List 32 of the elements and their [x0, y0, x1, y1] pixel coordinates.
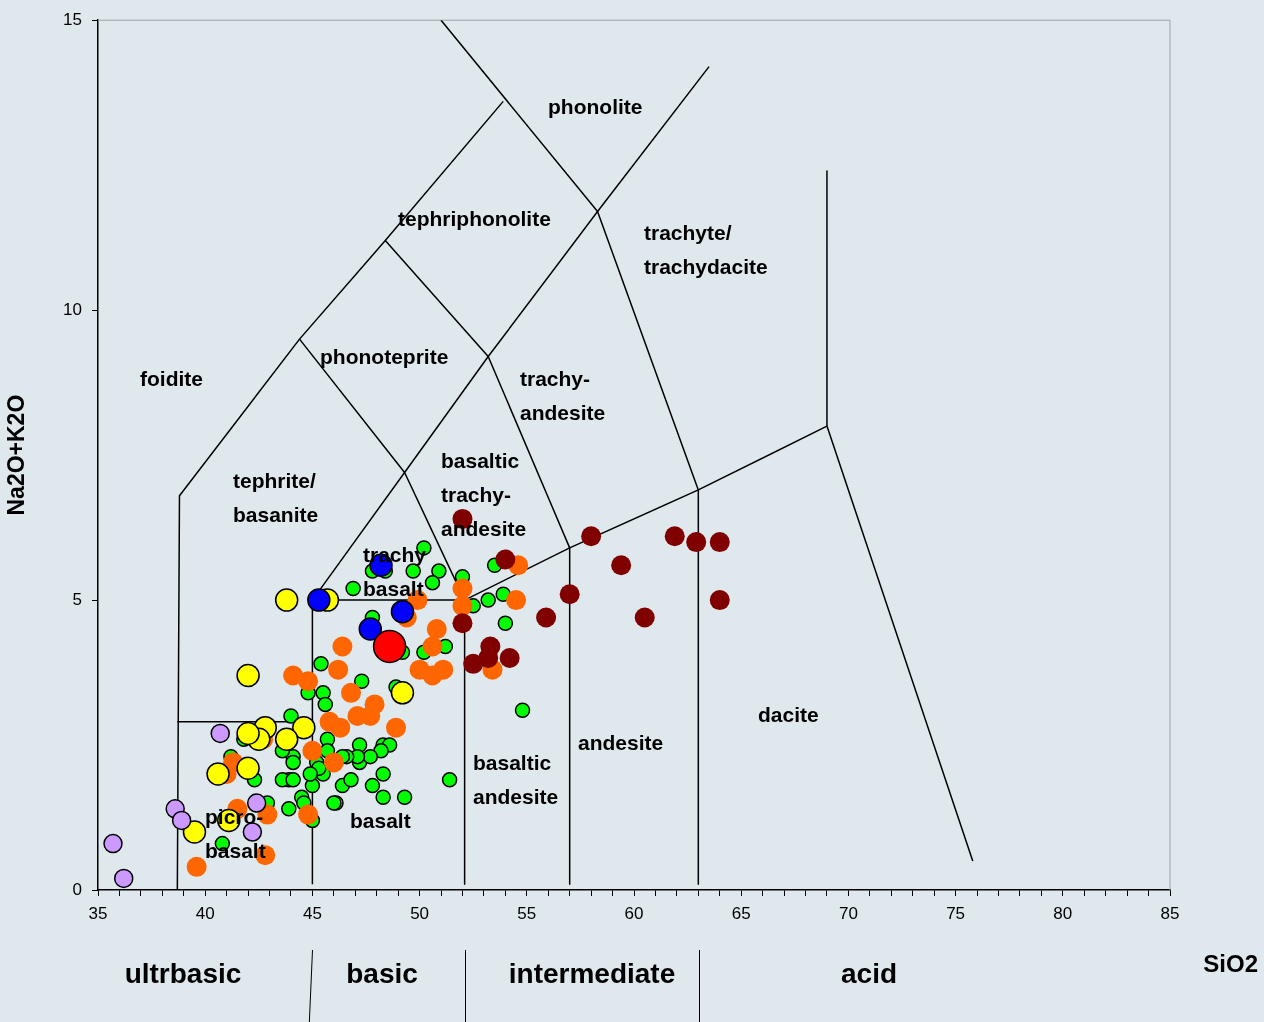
- y-tick-label: 0: [72, 879, 82, 899]
- text: basic: [346, 957, 418, 989]
- text: acid: [840, 957, 898, 989]
- text: ultrbasic: [124, 957, 242, 989]
- annotation: basaltic andesite: [473, 750, 559, 808]
- annotation: phonoteprite: [320, 344, 449, 368]
- y-tick-label: 10: [63, 299, 82, 319]
- annotation: foidite: [140, 366, 203, 390]
- x-axis-title: SiO2: [1203, 949, 1258, 977]
- annotation: phonolite: [548, 94, 643, 118]
- annotation: trachyte/ trachydacite: [644, 220, 768, 278]
- annotation: trachy- andesite: [520, 366, 606, 424]
- x-tick-label: 55: [517, 903, 537, 923]
- x-tick-label: 65: [731, 903, 751, 923]
- text: intermediate: [508, 957, 676, 989]
- x-tick-label: 60: [624, 903, 644, 923]
- annotation: dacite: [758, 702, 819, 726]
- x-tick-label: 80: [1053, 903, 1073, 923]
- x-tick-label: 50: [410, 903, 430, 923]
- x-tick-label: 75: [946, 903, 966, 923]
- y-tick-label: 5: [72, 589, 82, 609]
- x-tick-label: 45: [302, 903, 322, 923]
- annotation: basaltic trachy- andesite: [441, 448, 527, 540]
- y-tick-label: 15: [63, 9, 82, 29]
- y-axis-title: Na2O+K2O: [3, 394, 30, 516]
- annotation: tephrite/ basanite: [233, 468, 319, 526]
- annotation: basalt: [350, 808, 411, 832]
- x-tick-label: 70: [838, 903, 858, 923]
- x-tick-label: 40: [195, 903, 215, 923]
- x-tick-label: 85: [1160, 903, 1180, 923]
- x-tick-label: 35: [88, 903, 108, 923]
- annotation: andesite: [578, 730, 664, 754]
